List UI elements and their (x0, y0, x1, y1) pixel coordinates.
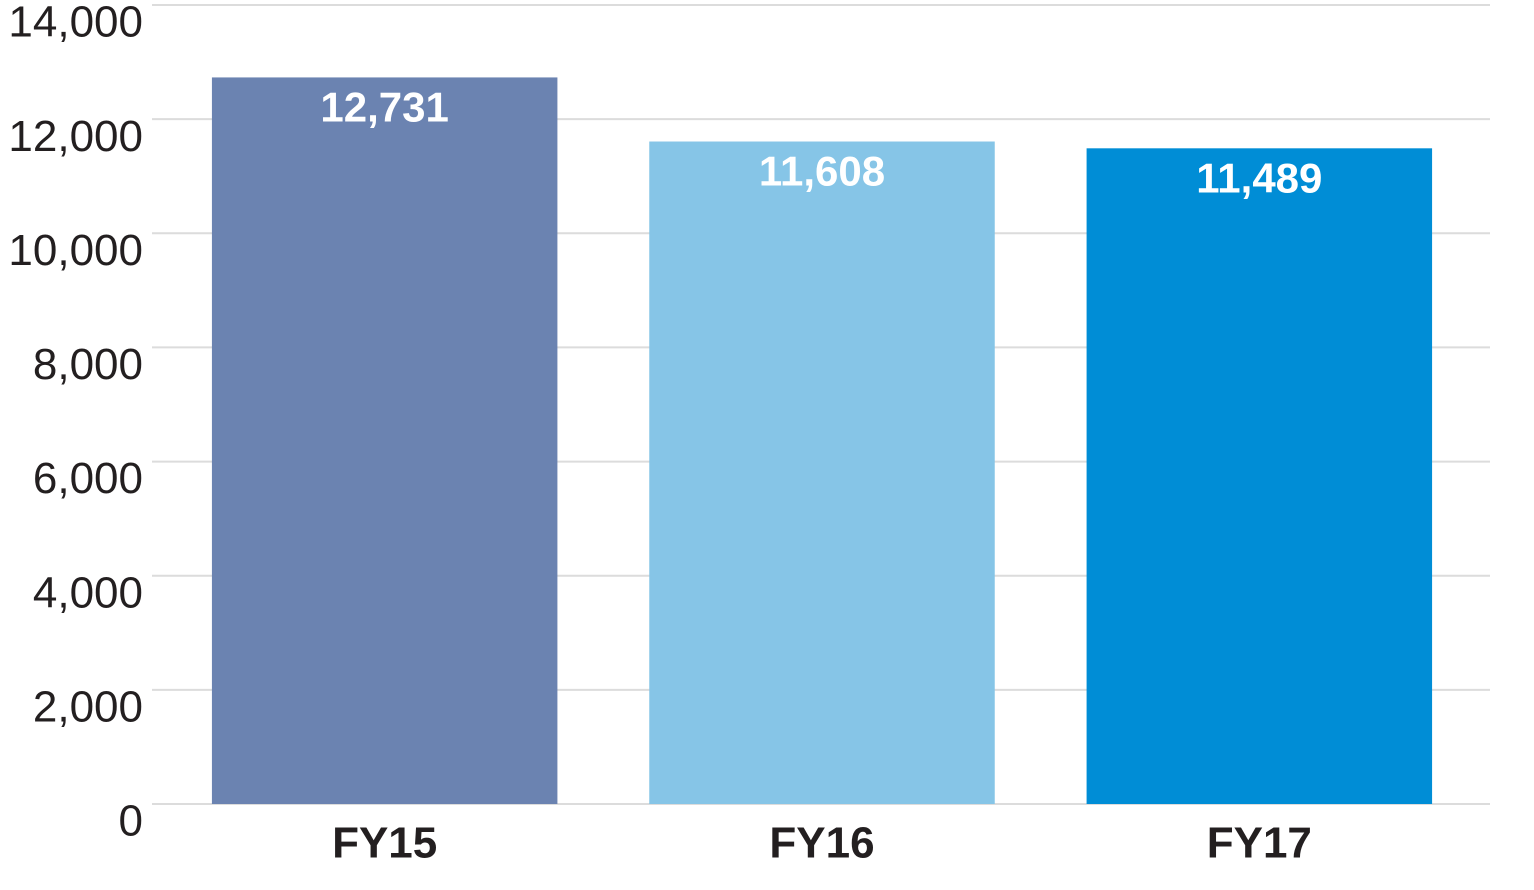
value-label: 12,731 (320, 84, 448, 131)
value-label: 11,489 (1196, 154, 1322, 201)
y-tick-label: 2,000 (33, 682, 143, 731)
bar (649, 141, 995, 804)
y-tick-label: 12,000 (8, 112, 143, 161)
y-tick-label: 14,000 (8, 0, 143, 47)
y-tick-label: 0 (119, 797, 143, 846)
x-tick-label: FY16 (769, 819, 874, 868)
value-label: 11,608 (759, 148, 885, 195)
x-tick-label: FY17 (1207, 819, 1312, 868)
y-tick-label: 4,000 (33, 568, 143, 617)
x-tick-label: FY15 (332, 819, 437, 868)
y-tick-label: 10,000 (8, 226, 143, 275)
y-tick-label: 6,000 (33, 454, 143, 503)
bar (211, 77, 558, 804)
y-tick-label: 8,000 (33, 340, 143, 389)
bar (1086, 148, 1433, 805)
